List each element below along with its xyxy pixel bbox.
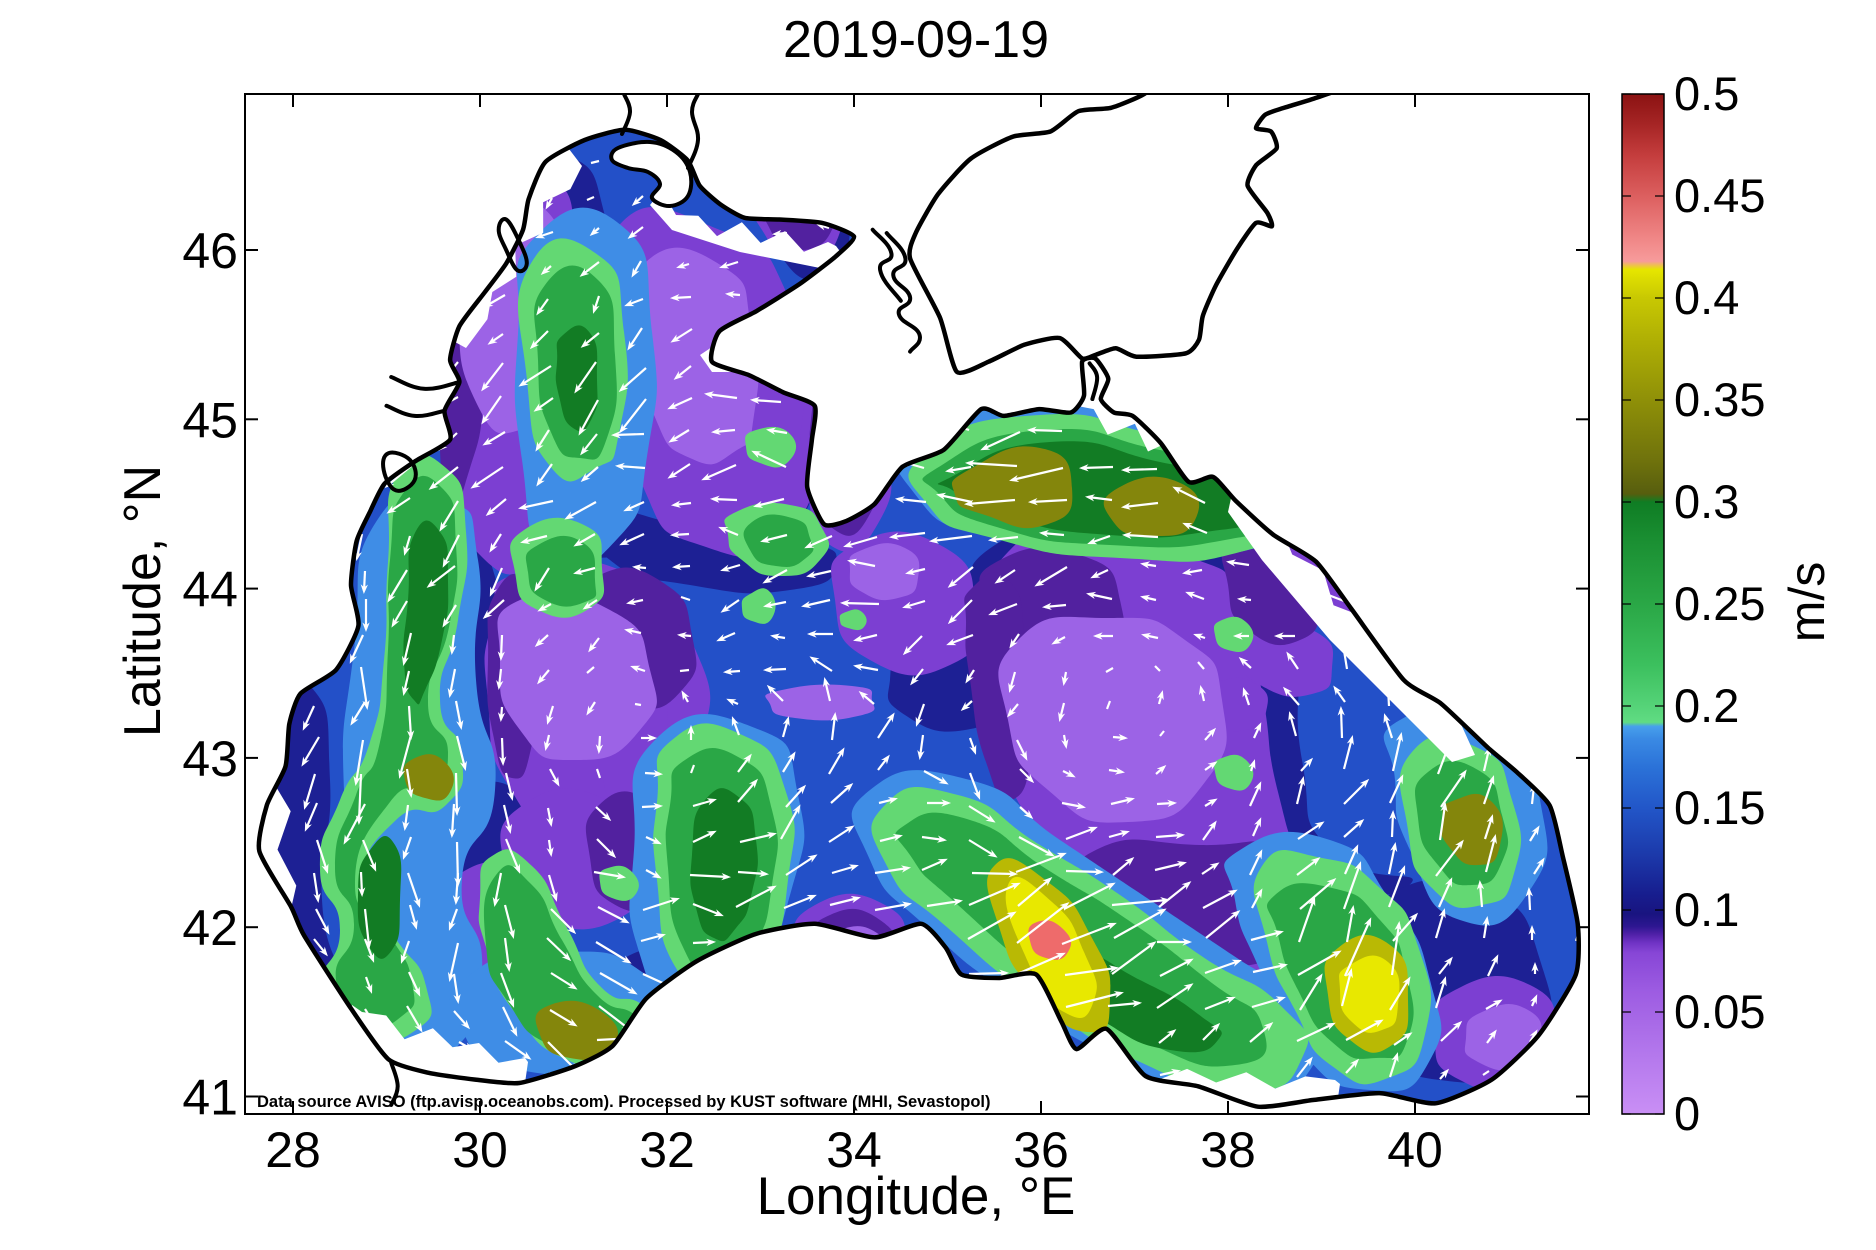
svg-text:36: 36 xyxy=(1013,1122,1069,1178)
svg-text:0.1: 0.1 xyxy=(1674,883,1739,936)
svg-text:30: 30 xyxy=(452,1122,508,1178)
svg-text:Data source AVISO (ftp.avisp.o: Data source AVISO (ftp.avisp.oceanobs.co… xyxy=(257,1093,991,1111)
svg-text:0.4: 0.4 xyxy=(1674,271,1739,324)
svg-text:42: 42 xyxy=(182,900,238,956)
svg-text:44: 44 xyxy=(182,562,238,618)
svg-text:0.5: 0.5 xyxy=(1674,67,1739,120)
svg-text:43: 43 xyxy=(182,731,238,787)
svg-text:2019-09-19: 2019-09-19 xyxy=(783,11,1049,69)
svg-text:40: 40 xyxy=(1387,1122,1443,1178)
svg-text:34: 34 xyxy=(826,1122,882,1178)
svg-text:28: 28 xyxy=(265,1122,321,1178)
svg-text:0.3: 0.3 xyxy=(1674,475,1739,528)
svg-text:0.45: 0.45 xyxy=(1674,169,1765,222)
svg-text:46: 46 xyxy=(182,223,238,279)
svg-text:0.35: 0.35 xyxy=(1674,373,1765,426)
svg-text:38: 38 xyxy=(1200,1122,1256,1178)
svg-text:41: 41 xyxy=(182,1070,238,1126)
svg-text:0.15: 0.15 xyxy=(1674,781,1765,834)
svg-text:0.05: 0.05 xyxy=(1674,985,1765,1038)
svg-text:0.2: 0.2 xyxy=(1674,679,1739,732)
svg-text:Longitude, °E: Longitude, °E xyxy=(757,1167,1076,1226)
svg-text:Latitude, °N: Latitude, °N xyxy=(114,465,172,737)
svg-text:0.25: 0.25 xyxy=(1674,577,1765,630)
svg-text:0: 0 xyxy=(1674,1087,1700,1140)
svg-text:45: 45 xyxy=(182,392,238,448)
svg-text:m/s: m/s xyxy=(1779,562,1835,643)
svg-text:32: 32 xyxy=(639,1122,695,1178)
